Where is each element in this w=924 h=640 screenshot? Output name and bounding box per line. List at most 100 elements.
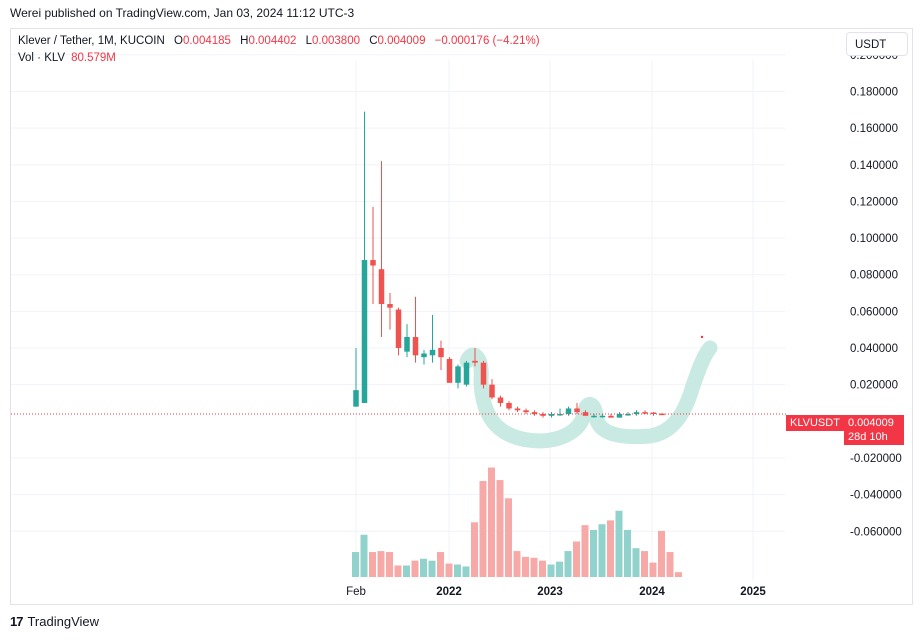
volume-bar [624, 529, 631, 577]
candle-body [404, 337, 410, 352]
high-value: 0.004402 [248, 35, 297, 47]
candle-body [455, 366, 461, 383]
time-axis: Feb 2022 2023 2024 2025 [346, 586, 766, 598]
volume-bar [377, 551, 385, 577]
candle-body [633, 412, 640, 414]
candle-body [489, 384, 495, 398]
price-tick-label: -0.040000 [850, 490, 902, 502]
candle-body [463, 362, 470, 385]
volume-bar [539, 560, 546, 577]
candle-body [625, 413, 631, 416]
low-value: 0.003800 [312, 35, 360, 47]
candle-body [531, 412, 538, 414]
volume-bar [522, 556, 529, 577]
volume-bar [471, 522, 478, 577]
volume-bar [437, 552, 444, 577]
volume-bar [641, 551, 648, 577]
candle-body [557, 413, 563, 416]
time-tick-label: 2025 [740, 586, 766, 598]
price-tick-label: -0.020000 [850, 453, 902, 465]
low-label: L [305, 35, 313, 47]
volume-bar [675, 572, 682, 577]
volume-bar [666, 552, 674, 577]
price-tick-label: 0.140000 [850, 160, 898, 172]
time-tick-label: 2022 [436, 586, 462, 598]
volume-bar [445, 563, 453, 577]
volume-bar [488, 467, 495, 577]
price-tick-label: 0.180000 [850, 86, 898, 98]
volume-bar [411, 560, 419, 577]
volume-bar [394, 565, 402, 577]
price-tick-label: 0.020000 [850, 380, 898, 392]
volume-value: 80.579M [71, 52, 116, 64]
price-tick-label: 0.120000 [850, 196, 898, 208]
candle-body [540, 413, 546, 416]
time-tick-label: Feb [346, 586, 366, 598]
candle-body [438, 348, 444, 358]
volume-bar [369, 552, 376, 577]
volume-bar [462, 566, 470, 577]
volume-bar [505, 498, 512, 577]
volume-bar [479, 481, 487, 577]
price-tick-label: -0.060000 [850, 526, 902, 538]
price-tick-label: 0.160000 [850, 123, 898, 135]
price-tick-label: 0.060000 [850, 306, 898, 318]
volume-bar [513, 551, 521, 577]
volume-bar [607, 520, 614, 577]
candle-body [650, 412, 657, 415]
candle-body [446, 358, 453, 383]
candle-body [378, 269, 385, 305]
hand-drawn-highlight [459, 335, 718, 449]
currency-button[interactable]: USDT [846, 32, 908, 56]
volume-bar [360, 534, 368, 577]
annotation-dot [700, 335, 704, 339]
candle-body [497, 397, 504, 403]
volume-bar [403, 565, 410, 577]
volume-bar [547, 564, 555, 577]
candle-body [616, 413, 623, 418]
candle-body [412, 337, 419, 356]
volume-bar [649, 562, 657, 577]
candle-series [353, 111, 665, 418]
volume-label[interactable]: Vol · KLV [18, 52, 66, 64]
candle-body [574, 408, 580, 413]
volume-bar [632, 548, 640, 577]
open-label: O [174, 35, 183, 47]
volume-bar [352, 552, 359, 577]
close-label: C [369, 35, 378, 47]
candle-body [387, 304, 393, 308]
high-label: H [240, 35, 249, 47]
volume-bar [573, 541, 580, 577]
price-tick-label: 0.040000 [850, 343, 898, 355]
volume-bar [581, 525, 589, 577]
volume-bar [590, 529, 597, 577]
candle-body [395, 309, 402, 348]
time-tick-label: 2024 [639, 586, 665, 598]
volume-bar [598, 524, 606, 577]
ohlc-legend: Klever / Tether, 1M, KUCOIN O0.004185 H0… [18, 35, 546, 47]
price-tick-label: 0.080000 [850, 270, 898, 282]
volume-bar [420, 558, 427, 577]
ticker-badge: KLVUSDT [786, 415, 844, 431]
brand-name[interactable]: TradingView [27, 614, 100, 629]
candle-body [514, 408, 521, 411]
candle-body [370, 260, 376, 266]
publish-info: Werei published on TradingView.com, Jan … [10, 6, 355, 20]
volume-bar [496, 480, 504, 577]
candle-body [353, 390, 359, 407]
last-price-value: 0.004009 [848, 417, 894, 429]
candle-body [523, 410, 529, 413]
symbol-title[interactable]: Klever / Tether, 1M, KUCOIN [18, 35, 165, 47]
candle-body [591, 415, 597, 418]
volume-bar [564, 551, 572, 577]
chart-frame[interactable] [10, 28, 913, 605]
price-axis: 0.2000000.1800000.1600000.1400000.120000… [850, 50, 902, 538]
candle-body [582, 412, 589, 416]
volume-legend: Vol · KLV 80.579M [18, 52, 116, 64]
tradingview-logo-icon[interactable]: 17 [10, 614, 24, 629]
candle-body [548, 413, 555, 416]
candle-body [472, 360, 478, 363]
bar-countdown: 28d 10h [848, 431, 888, 443]
candle-body [421, 353, 427, 358]
